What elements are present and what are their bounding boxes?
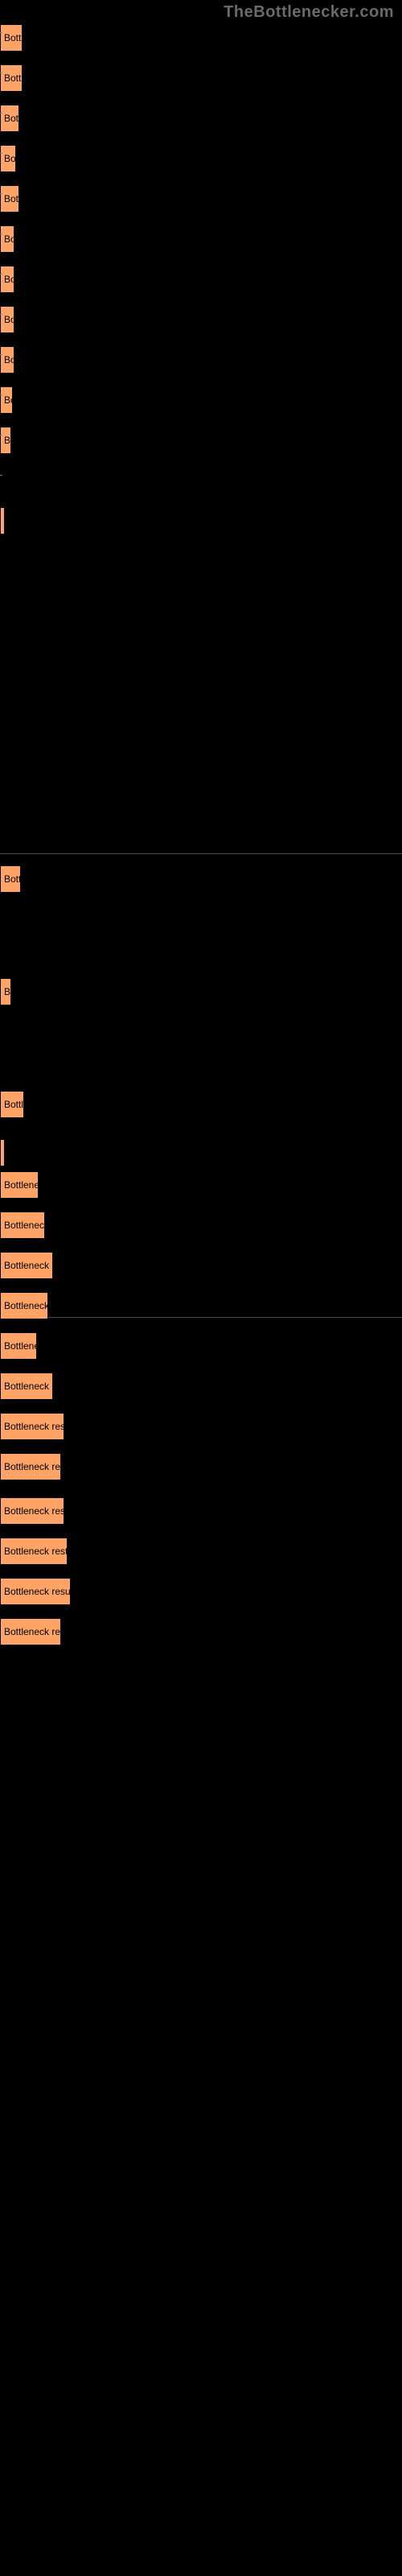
bar-row <box>0 507 5 535</box>
bar-row: Bottleneck rest <box>0 1538 68 1565</box>
bar-label: B <box>4 435 10 446</box>
bar-label: Bo <box>4 314 14 325</box>
bar-row: Bottleneck r <box>0 1252 53 1279</box>
bar <box>0 507 5 535</box>
bar-row: Bottleneck res <box>0 1497 64 1525</box>
bar-row: Bo <box>0 346 14 374</box>
bar: Bottlenec <box>0 1171 39 1199</box>
bar: Bottleneck re <box>0 1453 61 1480</box>
axis-tick <box>0 314 2 315</box>
bar: Bottleneck resu <box>0 1578 71 1605</box>
bar-row: Bo <box>0 145 16 172</box>
bar-row: Bott <box>0 865 21 893</box>
bar-label: Bo <box>4 233 14 245</box>
bar-label: Bottle <box>4 72 23 84</box>
bar: Bo <box>0 306 14 333</box>
bar: Bo <box>0 346 14 374</box>
bar-row: B <box>0 427 11 454</box>
bar-row: Bo <box>0 306 14 333</box>
bar-label: Bottl <box>4 1099 23 1110</box>
bar-row: Bottl <box>0 1091 24 1118</box>
bar-row <box>0 1139 5 1166</box>
axis-tick <box>0 475 2 476</box>
bar-row: Bottleneck <box>0 1212 45 1239</box>
bar-row: Bottleneck <box>0 1292 48 1319</box>
axis-tick <box>0 274 2 275</box>
bar-row: Bott <box>0 105 19 132</box>
bar-label: Bottleneck res <box>4 1505 64 1517</box>
axis-tick <box>0 153 2 154</box>
bar-label: Bottleneck r <box>4 1260 53 1271</box>
bar-label: Bottlenec <box>4 1179 39 1191</box>
bar: Bottlene <box>0 1332 37 1360</box>
bar-row: Bottleneck resu <box>0 1578 71 1605</box>
bar-label: Bott <box>4 193 19 204</box>
bar: Bottleneck re <box>0 1618 61 1645</box>
bar-label: Bottleneck res <box>4 1421 64 1432</box>
bar-label: Bott <box>4 873 21 885</box>
bar-row: Bott <box>0 185 19 213</box>
bar-row: Bottlene <box>0 1332 37 1360</box>
bar: Bottleneck <box>0 1212 45 1239</box>
bar-row: Bo <box>0 266 14 293</box>
bar-label: Bo <box>4 394 13 406</box>
bar-label: Bo <box>4 274 14 285</box>
bar-label: Bottleneck re <box>4 1626 60 1637</box>
bar-label: B <box>4 986 10 997</box>
bar-label: Bott <box>4 113 19 124</box>
bar: B <box>0 427 11 454</box>
bar-label: Bo <box>4 153 16 164</box>
bar: Bottl <box>0 1091 24 1118</box>
axis-tick <box>0 32 2 33</box>
bar-label: Bottle <box>4 32 23 43</box>
axis-tick <box>0 354 2 355</box>
bar: Bottleneck res <box>0 1413 64 1440</box>
bar: Bott <box>0 185 19 213</box>
bar-label: Bottleneck r <box>4 1381 53 1392</box>
bar-row: Bottlenec <box>0 1171 39 1199</box>
bar-row: Bo <box>0 225 14 253</box>
bar: Bottle <box>0 24 23 52</box>
axis-tick <box>0 394 2 395</box>
bar: Bottleneck r <box>0 1252 53 1279</box>
axis-tick <box>0 72 2 73</box>
bar-row: Bottle <box>0 64 23 92</box>
bar-row: Bottle <box>0 24 23 52</box>
bar: Bo <box>0 225 14 253</box>
bar-row: Bo <box>0 386 13 414</box>
axis-tick <box>0 233 2 234</box>
bar-label: Bottleneck <box>4 1300 48 1311</box>
bar-label: Bottlene <box>4 1340 37 1352</box>
bar: Bo <box>0 386 13 414</box>
bar: B <box>0 978 11 1005</box>
bar-row: Bottleneck r <box>0 1373 53 1400</box>
bar-row: B <box>0 978 11 1005</box>
chart-divider <box>0 853 402 854</box>
bar-row: Bottleneck re <box>0 1618 61 1645</box>
chart-divider <box>0 1317 402 1318</box>
bar-label: Bo <box>4 354 14 365</box>
bar <box>0 1139 5 1166</box>
bar-label: Bottleneck re <box>4 1461 60 1472</box>
bar: Bottle <box>0 64 23 92</box>
bar-label: Bottleneck resu <box>4 1586 71 1597</box>
watermark-text: TheBottlenecker.com <box>224 3 394 22</box>
bar: Bott <box>0 865 21 893</box>
axis-tick <box>0 193 2 194</box>
bar: Bottleneck res <box>0 1497 64 1525</box>
bar-row: Bottleneck re <box>0 1453 61 1480</box>
bar-row: Bottleneck res <box>0 1413 64 1440</box>
axis-tick <box>0 435 2 436</box>
bar: Bo <box>0 266 14 293</box>
bar-label: Bottleneck <box>4 1220 45 1231</box>
bar: Bo <box>0 145 16 172</box>
bar: Bott <box>0 105 19 132</box>
bar: Bottleneck r <box>0 1373 53 1400</box>
bar: Bottleneck rest <box>0 1538 68 1565</box>
bar: Bottleneck <box>0 1292 48 1319</box>
axis-tick <box>0 113 2 114</box>
bar-label: Bottleneck rest <box>4 1546 68 1557</box>
chart-container: TheBottlenecker.com Bottle Bottle Bott Bo Bo… <box>0 0 402 2576</box>
